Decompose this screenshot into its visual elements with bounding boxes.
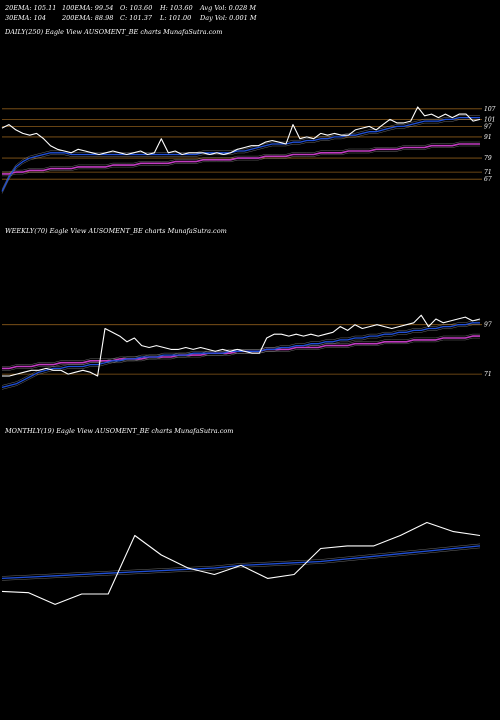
daily-level-label: 101 <box>484 116 495 123</box>
daily-series-0 <box>1 106 481 156</box>
daily-ema-band-1-1 <box>2 145 480 177</box>
daily-level-label: 79 <box>484 155 492 162</box>
stat-open: O: 103.60 <box>120 4 153 12</box>
daily-series-1 <box>1 116 480 192</box>
monthly-ema-band-0-0 <box>1 543 481 577</box>
stat-close: C: 101.37 <box>120 14 152 22</box>
weekly-series-0 <box>2 314 481 377</box>
stat-ema200: 200EMA: 88.98 <box>62 14 114 22</box>
weekly-ema-band-1-0 <box>2 333 480 367</box>
monthly-series-0 <box>1 521 481 605</box>
monthly-ema-band-0-1 <box>1 547 481 581</box>
weekly-level-label: 71 <box>484 371 492 378</box>
weekly-series-1 <box>1 322 480 389</box>
daily-level-label: 67 <box>484 176 492 183</box>
daily-level-label: 107 <box>484 106 496 113</box>
weekly-series-2 <box>2 335 480 370</box>
weekly-level-label: 97 <box>484 322 492 329</box>
stat-day-vol: Day Vol: 0.001 M <box>200 14 257 22</box>
daily-ema-band-0-1 <box>1 119 480 194</box>
stat-low: L: 101.00 <box>160 14 192 22</box>
stat-high: H: 103.60 <box>160 4 193 12</box>
stat-ema100: 100EMA: 99.54 <box>62 4 114 12</box>
stat-avg-vol: Avg Vol: 0.028 M <box>200 4 257 12</box>
daily-level-label: 91 <box>484 134 492 141</box>
daily-level-label: 71 <box>484 169 492 176</box>
daily-series-2 <box>2 143 480 175</box>
stat-ema30: 30EMA: 104 <box>5 14 47 22</box>
monthly-chart-title: MONTHLY(19) Eagle View AUSOMENT_BE chart… <box>5 427 234 435</box>
stat-ema20: 20EMA: 105.11 <box>5 4 57 12</box>
daily-level-label: 97 <box>484 123 492 130</box>
daily-chart-title: DAILY(250) Eagle View AUSOMENT_BE charts… <box>5 28 223 36</box>
weekly-ema-band-0-1 <box>1 324 480 390</box>
daily-ema-band-1-0 <box>2 141 480 173</box>
daily-ema-band-0-0 <box>1 115 480 190</box>
weekly-ema-band-1-1 <box>2 337 480 371</box>
weekly-chart-title: WEEKLY(70) Eagle View AUSOMENT_BE charts… <box>5 227 227 235</box>
